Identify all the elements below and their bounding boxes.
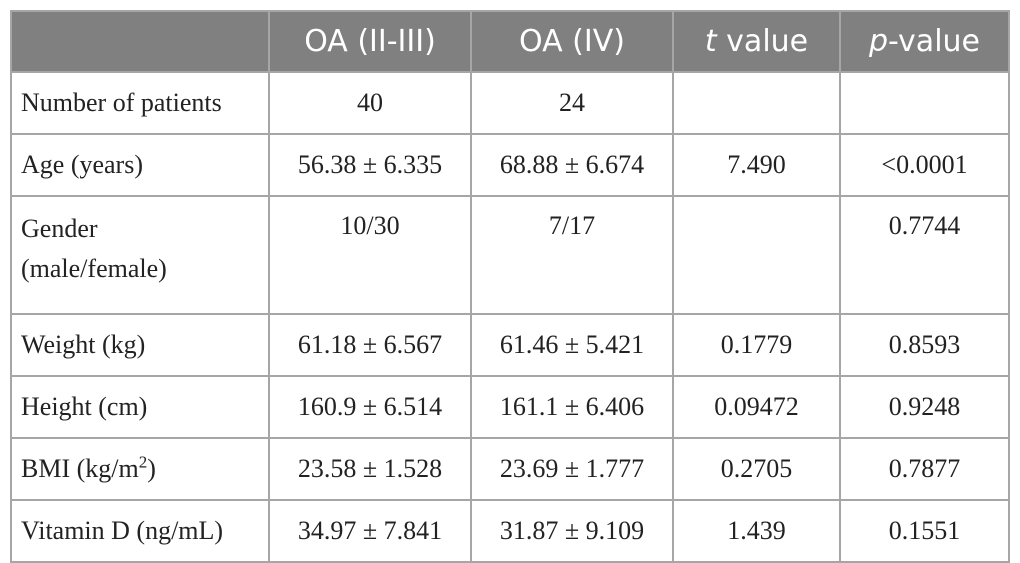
row-label: Vitamin D (ng/mL) xyxy=(10,499,270,563)
cell-p-value: 0.9248 xyxy=(839,375,1010,439)
row-label-post: ) xyxy=(147,454,156,483)
header-empty-cell xyxy=(10,10,270,73)
cell-oa-ii-iii: 34.97 ± 7.841 xyxy=(268,499,472,563)
cell-p-value: 0.7877 xyxy=(839,437,1010,501)
cell-p-value xyxy=(839,71,1010,135)
row-label: BMI (kg/m2) xyxy=(10,437,270,501)
cell-oa-ii-iii: 56.38 ± 6.335 xyxy=(268,133,472,197)
header-oa-ii-iii: OA (II-III) xyxy=(268,10,472,73)
cell-t-value xyxy=(672,195,841,315)
p-value-text: -value xyxy=(888,24,980,59)
row-label-line1: Gender xyxy=(21,214,98,243)
header-p-value: p-value xyxy=(839,10,1010,73)
table-row: Vitamin D (ng/mL) 34.97 ± 7.841 31.87 ± … xyxy=(10,499,1010,563)
row-label: Weight (kg) xyxy=(10,313,270,377)
table-row: Age (years) 56.38 ± 6.335 68.88 ± 6.674 … xyxy=(10,133,1010,197)
cell-t-value: 1.439 xyxy=(672,499,841,563)
cell-p-value: <0.0001 xyxy=(839,133,1010,197)
table-row: Gender (male/female) 10/30 7/17 0.7744 xyxy=(10,195,1010,315)
table-header: OA (II-III) OA (IV) t value p-value xyxy=(10,10,1010,73)
table-body: Number of patients 40 24 Age (years) 56.… xyxy=(10,71,1010,563)
cell-t-value: 0.2705 xyxy=(672,437,841,501)
cell-oa-iv: 7/17 xyxy=(470,195,674,315)
cell-p-value: 0.1551 xyxy=(839,499,1010,563)
cell-t-value: 0.09472 xyxy=(672,375,841,439)
p-symbol: p xyxy=(868,24,889,59)
row-label: Gender (male/female) xyxy=(10,195,270,315)
cell-oa-iv: 24 xyxy=(470,71,674,135)
table-row: BMI (kg/m2) 23.58 ± 1.528 23.69 ± 1.777 … xyxy=(10,437,1010,501)
row-label: Height (cm) xyxy=(10,375,270,439)
row-label: Number of patients xyxy=(10,71,270,135)
row-label: Age (years) xyxy=(10,133,270,197)
cell-oa-ii-iii: 23.58 ± 1.528 xyxy=(268,437,472,501)
row-label-pre: BMI (kg/m xyxy=(21,454,139,483)
cell-oa-iv: 68.88 ± 6.674 xyxy=(470,133,674,197)
cell-oa-iv: 61.46 ± 5.421 xyxy=(470,313,674,377)
t-value-text: value xyxy=(716,24,809,59)
row-label-superscript: 2 xyxy=(138,452,148,472)
cell-oa-iv: 31.87 ± 9.109 xyxy=(470,499,674,563)
cell-t-value xyxy=(672,71,841,135)
header-t-value: t value xyxy=(672,10,841,73)
cell-oa-iv: 23.69 ± 1.777 xyxy=(470,437,674,501)
cell-oa-ii-iii: 10/30 xyxy=(268,195,472,315)
cell-t-value: 7.490 xyxy=(672,133,841,197)
cell-oa-ii-iii: 40 xyxy=(268,71,472,135)
cell-oa-ii-iii: 61.18 ± 6.567 xyxy=(268,313,472,377)
header-row: OA (II-III) OA (IV) t value p-value xyxy=(10,10,1010,73)
table-row: Number of patients 40 24 xyxy=(10,71,1010,135)
cell-t-value: 0.1779 xyxy=(672,313,841,377)
row-label-line2: (male/female) xyxy=(21,254,167,283)
cell-oa-ii-iii: 160.9 ± 6.514 xyxy=(268,375,472,439)
cell-oa-iv: 161.1 ± 6.406 xyxy=(470,375,674,439)
cell-p-value: 0.8593 xyxy=(839,313,1010,377)
table-row: Height (cm) 160.9 ± 6.514 161.1 ± 6.406 … xyxy=(10,375,1010,439)
table-row: Weight (kg) 61.18 ± 6.567 61.46 ± 5.421 … xyxy=(10,313,1010,377)
comparison-table: OA (II-III) OA (IV) t value p-value Numb… xyxy=(10,10,1010,563)
header-oa-iv: OA (IV) xyxy=(470,10,674,73)
t-symbol: t xyxy=(704,24,717,59)
cell-p-value: 0.7744 xyxy=(839,195,1010,315)
